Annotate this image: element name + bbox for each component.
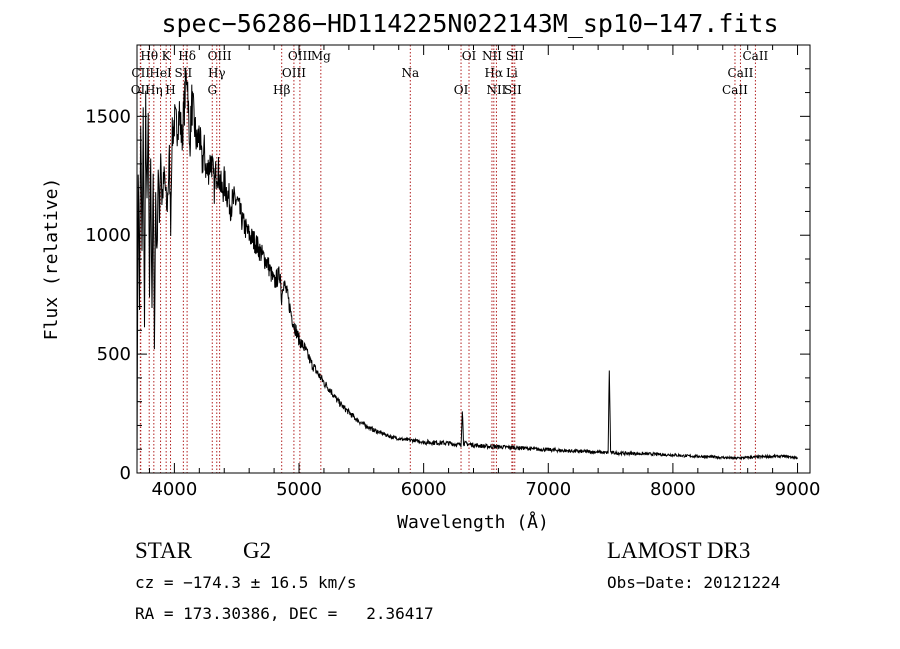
- x-tick-label: 7000: [525, 479, 571, 500]
- x-tick-label: 8000: [650, 479, 696, 500]
- object-class: STAR: [135, 538, 192, 563]
- ra-dec: RA = 173.30386, DEC = 2.36417: [135, 604, 434, 623]
- spectral-lines-layer: HθCIIOIIKHeIHηHδSIIHOIIIHγGOIIIOIIIHβMgN…: [131, 45, 769, 473]
- spectral-line-label: Hα: [485, 66, 504, 80]
- spectral-line-label: SII: [504, 83, 522, 97]
- y-tick-label: 0: [120, 463, 131, 484]
- spectral-line-label: Hγ: [208, 66, 226, 80]
- spectral-line-label: H: [165, 83, 175, 97]
- spectral-line-label: Hδ: [178, 49, 196, 63]
- flux-series-line: [136, 67, 798, 467]
- spectral-line-label: Hθ: [140, 49, 158, 63]
- spectral-line-label: OIII: [288, 49, 312, 63]
- spectral-line-label: OI: [454, 83, 469, 97]
- x-tick-label: 5000: [276, 479, 322, 500]
- redshift-cz: cz = −174.3 ± 16.5 km/s: [135, 573, 357, 592]
- spectrum-chart: spec−56286−HD114225N022143M_sp10−147.fit…: [41, 9, 820, 533]
- spectral-line-label: Li: [506, 66, 518, 80]
- spectral-line-label: HeI: [149, 66, 172, 80]
- spectral-line-label: OIII: [208, 49, 232, 63]
- spectral-line-label: OI: [462, 49, 477, 63]
- spectral-line-label: Hη: [145, 83, 163, 97]
- axis-ticks: 4000 5000 6000 7000 8000 9000 0 500 1000 1500: [85, 45, 820, 500]
- spectral-line-label: Hβ: [273, 83, 290, 97]
- x-tick-label: 6000: [401, 479, 447, 500]
- spectral-line-label: SII: [175, 66, 193, 80]
- plot-layer: [136, 67, 798, 467]
- chart-title: spec−56286−HD114225N022143M_sp10−147.fit…: [161, 9, 778, 38]
- survey-name: LAMOST DR3: [607, 538, 751, 563]
- spectral-line-label: K: [162, 49, 172, 63]
- spectral-line-label: NII: [482, 49, 502, 63]
- y-axis-label: Flux (relative): [41, 178, 62, 341]
- object-subclass: G2: [243, 538, 272, 563]
- spectral-line-label: OIII: [282, 66, 306, 80]
- spectral-line-label: SII: [506, 49, 524, 63]
- x-tick-label: 4000: [151, 479, 197, 500]
- spectral-line-label: Mg: [311, 49, 331, 63]
- spectral-line-label: CaII: [742, 49, 768, 63]
- y-tick-label: 1000: [85, 225, 131, 246]
- spectral-line-label: NII: [486, 83, 506, 97]
- y-tick-label: 1500: [85, 106, 131, 127]
- spectral-line-label: Na: [401, 66, 419, 80]
- plot-frame: [136, 44, 811, 474]
- spectral-line-label: G: [207, 83, 217, 97]
- spectral-line-label: CaII: [728, 66, 754, 80]
- y-tick-label: 500: [97, 344, 131, 365]
- x-axis-label: Wavelength (Å): [397, 511, 549, 533]
- observation-date: Obs−Date: 20121224: [607, 573, 781, 592]
- spectral-line-label: CaII: [722, 83, 748, 97]
- x-tick-label: 9000: [775, 479, 821, 500]
